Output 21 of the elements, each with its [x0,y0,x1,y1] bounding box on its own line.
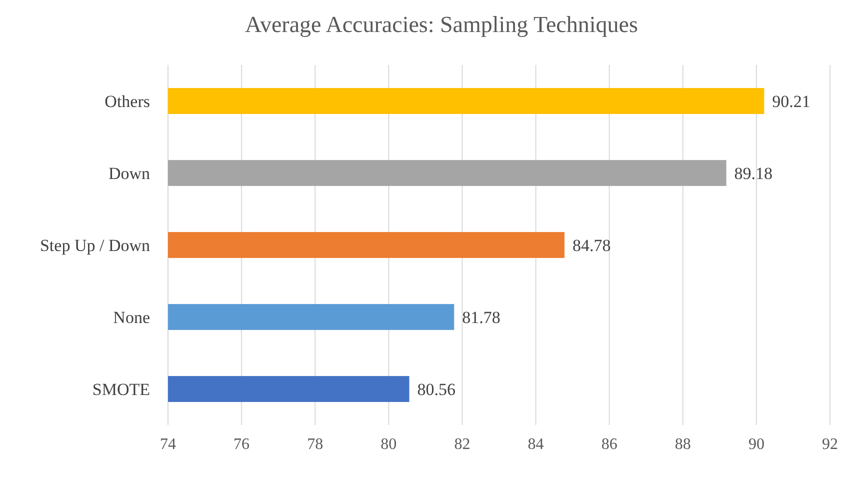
data-label: 81.78 [462,308,500,327]
x-tick-label: 80 [380,436,397,453]
x-tick-label: 92 [822,436,838,453]
data-label: 80.56 [417,380,456,399]
x-tick-label: 86 [601,436,618,453]
y-tick-label: Step Up / Down [40,236,150,255]
x-tick-label: 88 [674,436,691,453]
y-tick-label: Others [104,92,150,111]
data-label: 90.21 [772,92,810,111]
chart-title: Average Accuracies: Sampling Techniques [245,12,638,37]
data-label: 89.18 [734,164,773,183]
x-tick-label: 76 [234,436,250,453]
x-tick-label: 84 [528,436,544,453]
y-tick-label: SMOTE [92,380,150,399]
data-label: 84.78 [572,236,611,255]
y-tick-label: None [113,308,150,327]
x-tick-label: 90 [748,436,764,453]
x-tick-label: 74 [160,436,176,453]
x-tick-label: 78 [307,436,324,453]
y-tick-label: Down [108,164,150,183]
x-tick-label: 82 [454,436,470,453]
